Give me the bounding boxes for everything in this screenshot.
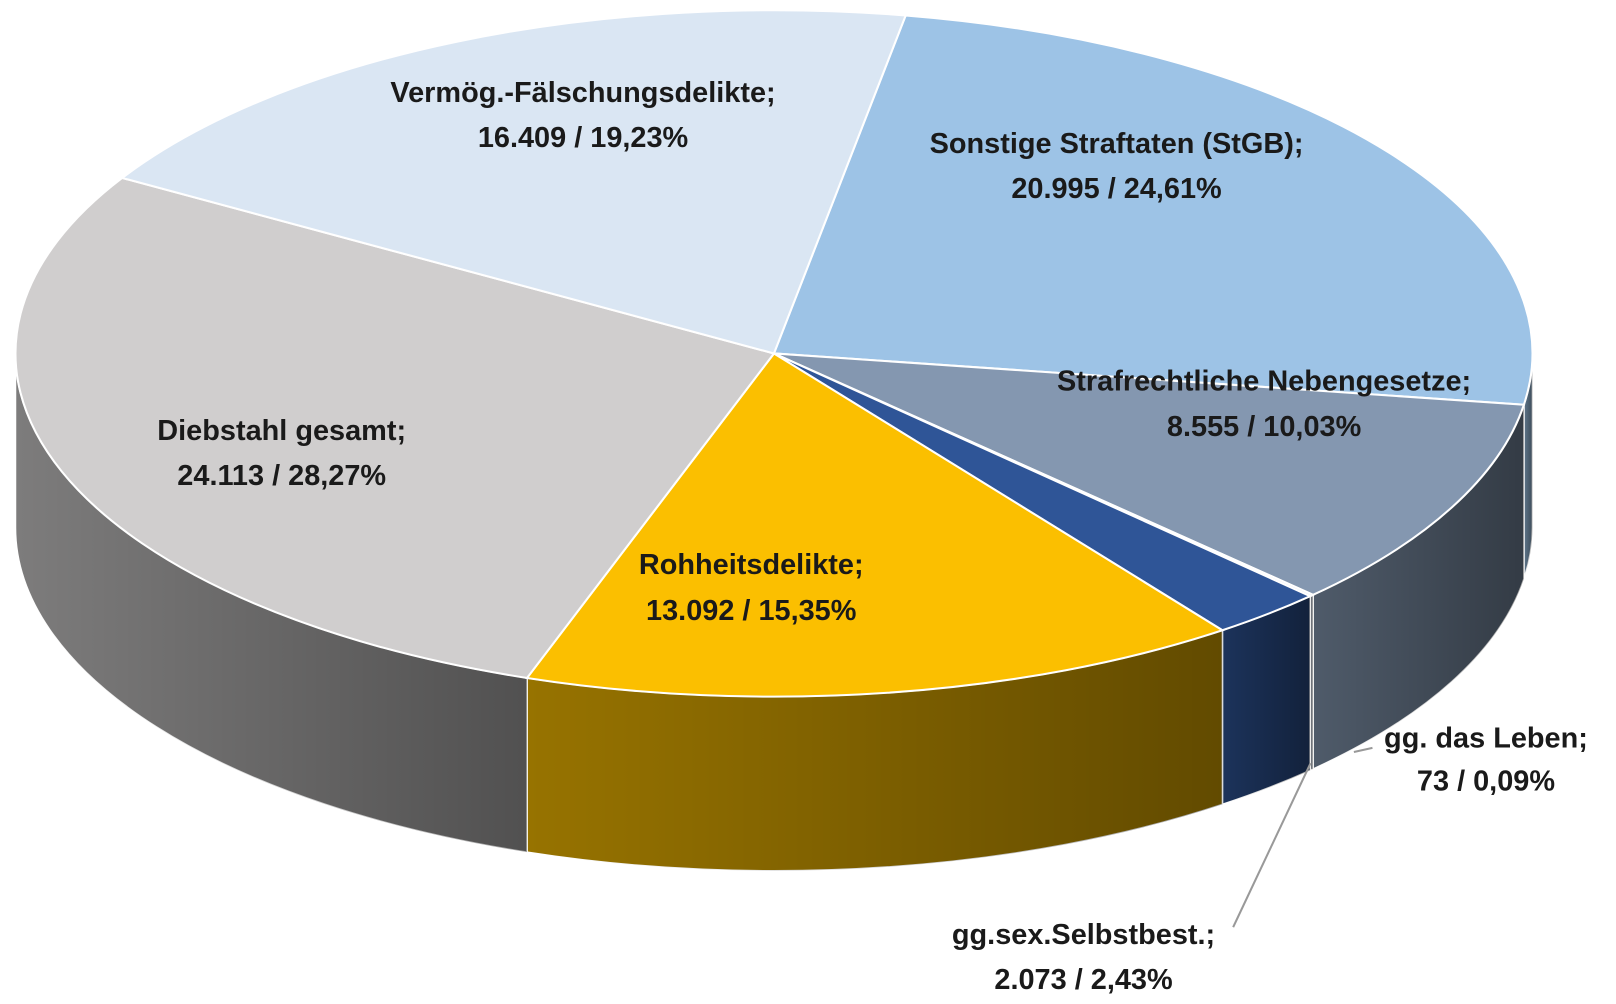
- pie-slice: [773, 352, 1526, 596]
- slice-label: gg. das Leben;: [1384, 722, 1588, 754]
- side-shade: [1523, 353, 1533, 579]
- side-shade: [1222, 596, 1311, 805]
- value-label: 8.555 / 10,03%: [1167, 411, 1361, 443]
- labels: Sonstige Straftaten (StGB); 20.995 / 24,6…: [157, 77, 1588, 996]
- slice-label: Diebstahl gesamt;: [157, 415, 406, 447]
- pie-slice: [119, 9, 908, 355]
- slice-label: Sonstige Straftaten (StGB);: [930, 128, 1304, 160]
- slice-label: Rohheitsdelikte;: [639, 549, 864, 581]
- leader-line: [1232, 762, 1312, 928]
- slice-label: Vermög.-Fälschungsdelikte;: [390, 77, 775, 109]
- pie-slice: [772, 14, 1534, 406]
- slice-label: Strafrechtliche Nebengesetze;: [1057, 366, 1471, 398]
- value-label: 20.995 / 24,61%: [1011, 173, 1221, 205]
- pie-slice: [525, 352, 1225, 698]
- side-shade: [527, 630, 1223, 871]
- value-label: 16.409 / 19,23%: [478, 122, 688, 154]
- pie-sides: [14, 353, 1534, 872]
- pie-tops: [14, 9, 1534, 698]
- value-label: 73 / 0,09%: [1417, 765, 1555, 797]
- slice-label: gg.sex.Selbstbest.;: [952, 919, 1215, 951]
- side-shade: [15, 353, 528, 853]
- side-shade: [1313, 404, 1524, 770]
- leader-line: [1353, 746, 1373, 753]
- value-label: 24.113 / 28,27%: [177, 460, 386, 492]
- value-label: 2.073 / 2,43%: [994, 964, 1172, 996]
- value-label: 13.092 / 15,35%: [646, 595, 856, 627]
